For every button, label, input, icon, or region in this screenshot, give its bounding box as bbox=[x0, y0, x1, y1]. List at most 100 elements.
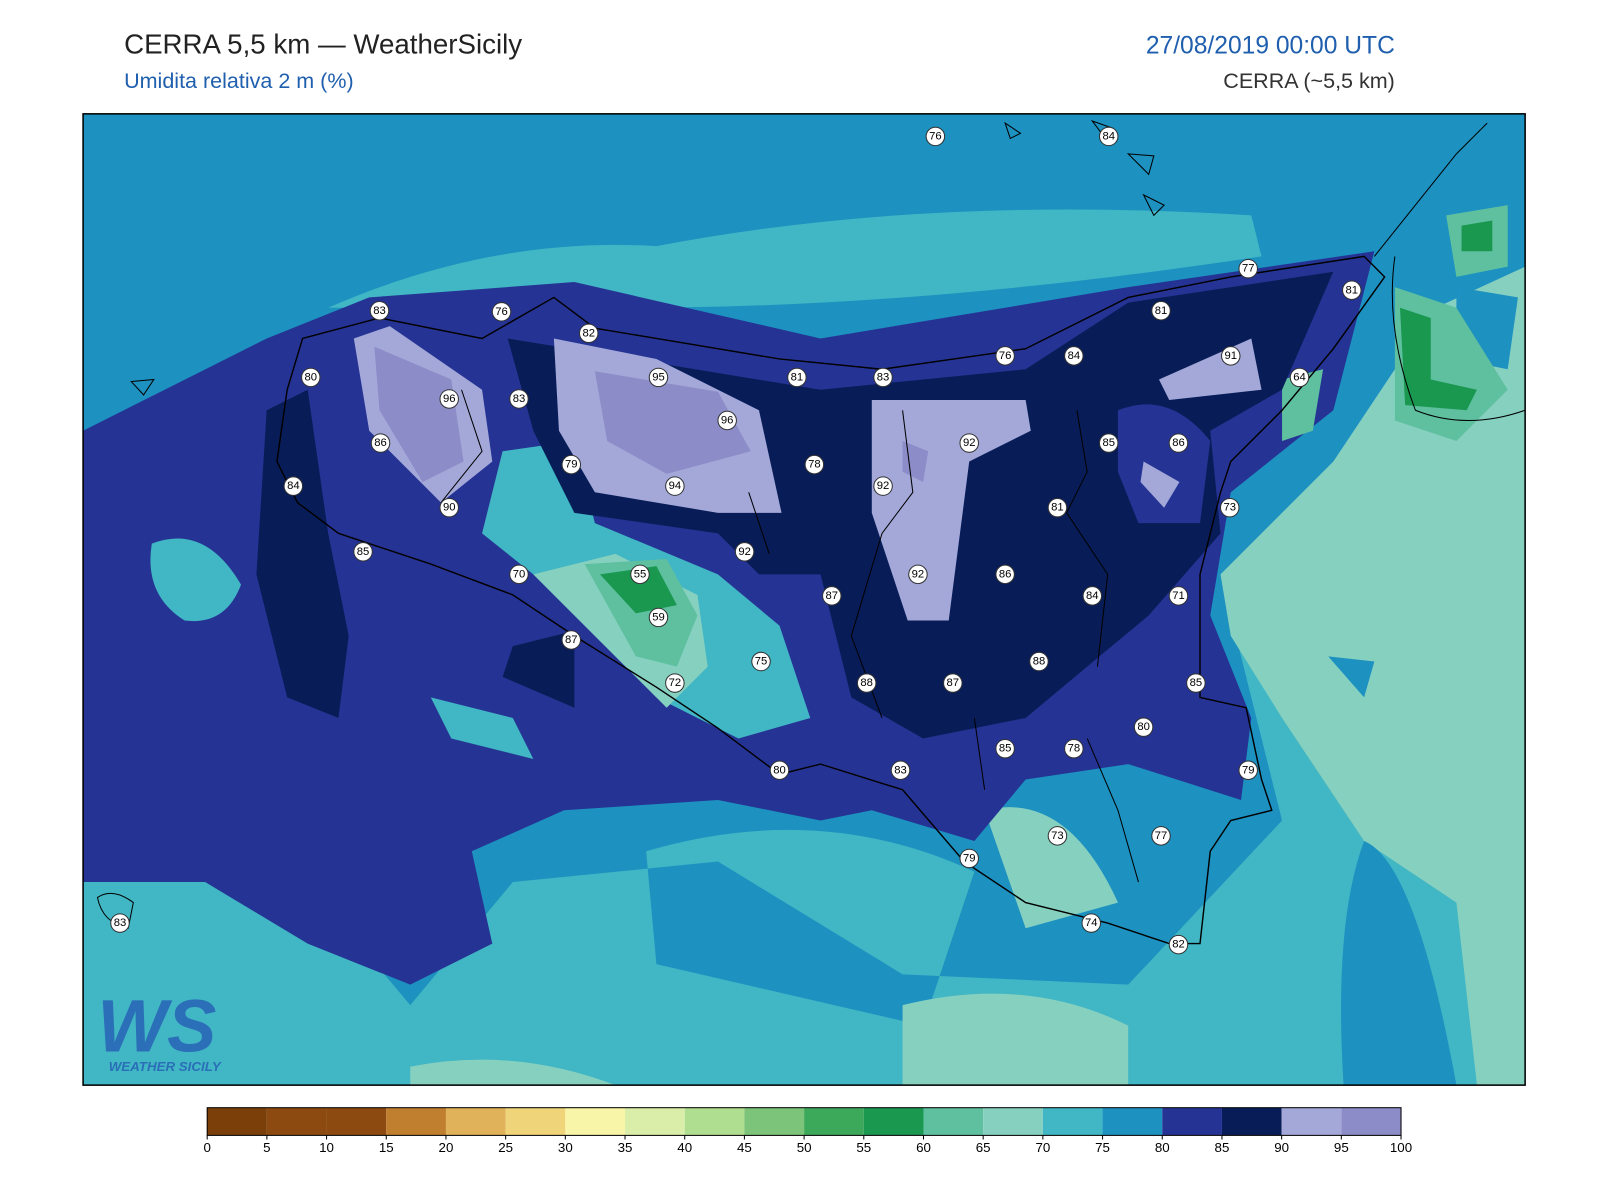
station-value: 87 bbox=[565, 634, 578, 646]
colorbar-tick-label: 0 bbox=[203, 1140, 210, 1155]
station-value: 79 bbox=[1242, 764, 1255, 776]
station-marker bbox=[995, 564, 1015, 585]
colorbar-tick-label: 55 bbox=[856, 1140, 871, 1155]
station-marker bbox=[1168, 586, 1189, 606]
colorbar-tick-label: 20 bbox=[439, 1140, 454, 1155]
station-marker bbox=[943, 673, 963, 693]
colorbar-tick-label: 15 bbox=[379, 1140, 394, 1155]
station-marker bbox=[439, 497, 459, 518]
colorbar-swatch bbox=[445, 1107, 506, 1136]
datetime: 27/08/2019 00:00 UTC bbox=[1146, 32, 1395, 59]
station-value: 92 bbox=[912, 568, 925, 580]
stations: 76 84 77 81 81 83 76 82 76 84 91 80 95 81 83 64 96 83 96 86… bbox=[110, 126, 1362, 955]
colorbar-swatch bbox=[744, 1107, 805, 1136]
station-marker bbox=[1238, 760, 1258, 780]
model-label: CERRA (~5,5 km) bbox=[1223, 69, 1395, 93]
station-value: 88 bbox=[1033, 656, 1046, 668]
map-frame bbox=[82, 113, 1526, 1086]
station-value: 81 bbox=[1155, 305, 1168, 317]
colorbar-swatch bbox=[565, 1107, 626, 1136]
contour-75 bbox=[1328, 287, 1518, 1086]
colorbar-swatch bbox=[1341, 1107, 1402, 1136]
station-value: 92 bbox=[963, 437, 976, 449]
station-value: 86 bbox=[1172, 437, 1185, 449]
station-marker bbox=[925, 126, 946, 147]
station-marker bbox=[665, 476, 685, 496]
station-value: 81 bbox=[1346, 284, 1359, 296]
station-marker bbox=[648, 367, 669, 388]
borders bbox=[96, 119, 1526, 929]
colorbar-tick-label: 60 bbox=[916, 1140, 931, 1155]
station-value: 85 bbox=[357, 546, 370, 558]
colorbar-tick-label: 40 bbox=[677, 1140, 692, 1155]
station-marker bbox=[1064, 346, 1084, 366]
station-marker bbox=[1219, 497, 1240, 518]
station-value: 76 bbox=[495, 306, 508, 318]
colorbar-tick-label: 35 bbox=[618, 1140, 633, 1155]
station-value: 81 bbox=[791, 371, 804, 383]
colorbar-swatch bbox=[1102, 1107, 1163, 1136]
station-value: 91 bbox=[1225, 350, 1238, 362]
station-marker bbox=[1082, 586, 1103, 606]
station-value: 85 bbox=[1190, 677, 1203, 689]
station-marker bbox=[665, 673, 685, 693]
station-marker bbox=[995, 738, 1015, 759]
station-value: 96 bbox=[721, 415, 734, 427]
colorbar-tick-label: 30 bbox=[558, 1140, 573, 1155]
station-marker bbox=[890, 760, 911, 780]
colorbar-swatch bbox=[1162, 1107, 1222, 1136]
station-value: 92 bbox=[738, 546, 751, 558]
contour-95 bbox=[374, 346, 929, 483]
station-marker bbox=[1047, 497, 1068, 518]
colorbar-swatch bbox=[266, 1107, 327, 1136]
colorbar-tick-label: 65 bbox=[976, 1140, 991, 1155]
station-marker bbox=[1098, 433, 1119, 453]
station-marker bbox=[1238, 258, 1258, 279]
colorbar-swatch bbox=[923, 1107, 984, 1136]
station-value: 64 bbox=[1293, 371, 1306, 383]
station-value: 95 bbox=[652, 371, 665, 383]
station-value: 80 bbox=[305, 371, 318, 383]
station-marker bbox=[1168, 934, 1189, 955]
colorbar-swatch bbox=[863, 1107, 924, 1136]
colorbar-swatch bbox=[1221, 1107, 1282, 1136]
station-value: 83 bbox=[114, 917, 127, 929]
station-marker bbox=[491, 302, 512, 322]
station-value: 74 bbox=[1085, 917, 1098, 929]
station-marker bbox=[908, 564, 928, 585]
station-value: 78 bbox=[808, 459, 821, 471]
colorbar-tick-label: 10 bbox=[319, 1140, 334, 1155]
station-marker bbox=[856, 673, 877, 693]
colorbar-tick-label: 45 bbox=[737, 1140, 752, 1155]
colorbar-tick-label: 75 bbox=[1095, 1140, 1110, 1155]
station-value: 96 bbox=[443, 393, 456, 405]
colorbar-tick-label: 80 bbox=[1155, 1140, 1170, 1155]
colorbar-tick-label: 95 bbox=[1334, 1140, 1349, 1155]
station-value: 80 bbox=[1137, 721, 1150, 733]
station-marker bbox=[1151, 826, 1171, 846]
station-marker bbox=[717, 410, 737, 431]
station-marker bbox=[1081, 913, 1102, 933]
colorbar-swatch bbox=[684, 1107, 745, 1136]
station-value: 86 bbox=[374, 437, 387, 449]
coastline bbox=[276, 255, 1386, 945]
station-value: 87 bbox=[947, 677, 960, 689]
station-marker bbox=[110, 913, 130, 933]
station-value: 77 bbox=[1155, 830, 1168, 842]
station-marker bbox=[509, 389, 529, 409]
station-value: 88 bbox=[860, 677, 873, 689]
station-value: 86 bbox=[999, 568, 1012, 580]
contour-60 bbox=[584, 205, 1508, 667]
station-value: 90 bbox=[443, 502, 456, 514]
station-marker bbox=[1047, 826, 1068, 846]
station-value: 92 bbox=[877, 480, 890, 492]
station-value: 84 bbox=[287, 480, 300, 492]
colorbar-swatch bbox=[1281, 1107, 1342, 1136]
colorbar-swatch bbox=[326, 1107, 387, 1136]
colorbar-tick-label: 85 bbox=[1215, 1140, 1230, 1155]
station-marker bbox=[301, 367, 321, 388]
station-marker bbox=[1186, 673, 1206, 693]
colorbar-tick-label: 5 bbox=[263, 1140, 270, 1155]
